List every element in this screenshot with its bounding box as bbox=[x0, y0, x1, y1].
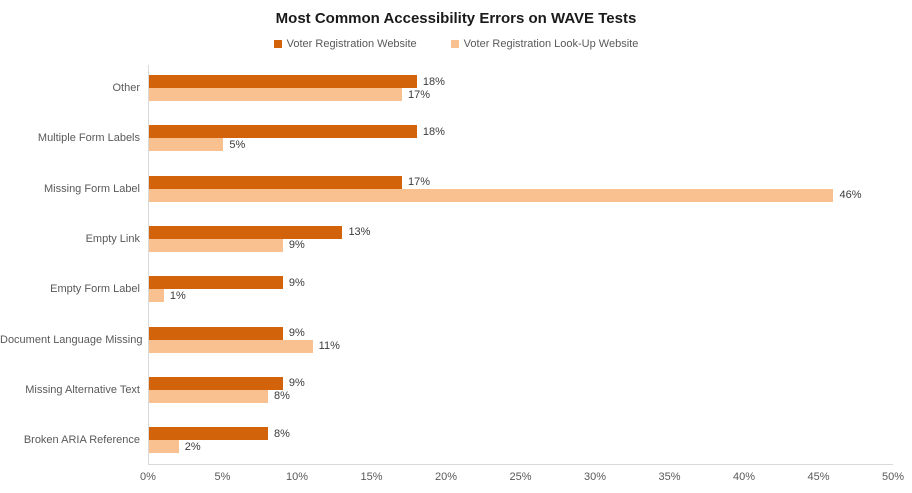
bar-line: 9% bbox=[149, 326, 893, 340]
bar-group: 9% 8% bbox=[149, 376, 893, 403]
bar-primary-series bbox=[149, 427, 269, 441]
category-label: Missing Form Label bbox=[44, 182, 140, 195]
x-axis-tick-label: 0% bbox=[140, 471, 156, 483]
x-axis-tick-label: 35% bbox=[658, 471, 681, 483]
bar-line: 5% bbox=[149, 138, 893, 152]
x-axis-tick-label: 30% bbox=[583, 471, 607, 483]
bar-group: 13% 9% bbox=[149, 225, 893, 252]
legend-item-secondary: Voter Registration Look-Up Website bbox=[450, 38, 639, 50]
category-label: Empty Form Label bbox=[50, 283, 140, 296]
bar-line: 8% bbox=[149, 427, 893, 441]
bar-value-label: 18% bbox=[422, 125, 445, 138]
bar-line: 18% bbox=[149, 75, 893, 88]
category-label: Empty Link bbox=[85, 232, 140, 245]
legend-label-secondary: Voter Registration Look-Up Website bbox=[463, 38, 639, 50]
bar-secondary-series bbox=[149, 138, 224, 152]
legend-item-primary: Voter Registration Website bbox=[273, 38, 417, 50]
bar-value-label: 46% bbox=[839, 189, 862, 202]
legend-swatch-secondary bbox=[450, 40, 459, 48]
bar-value-label: 5% bbox=[229, 138, 246, 151]
bar-value-label: 9% bbox=[288, 377, 305, 390]
category-label: Multiple Form Labels bbox=[37, 132, 140, 145]
x-axis-tick-label: 45% bbox=[807, 471, 830, 483]
bar-line: 9% bbox=[149, 276, 893, 290]
x-axis-tick-label: 10% bbox=[285, 471, 309, 483]
bar-value-label: 8% bbox=[274, 390, 290, 403]
bar-line: 8% bbox=[149, 389, 893, 403]
bar-value-label: 13% bbox=[348, 226, 371, 239]
bar-group: 9% 1% bbox=[149, 276, 893, 303]
bar-line: 9% bbox=[149, 238, 893, 252]
bar-secondary-series bbox=[149, 289, 164, 303]
bar-secondary-series bbox=[149, 339, 313, 353]
bar-secondary-series bbox=[149, 440, 179, 454]
bar-line: 17% bbox=[149, 175, 893, 189]
bar-secondary-series bbox=[149, 188, 834, 202]
bar-primary-series bbox=[149, 326, 283, 340]
x-axis-tick-label: 25% bbox=[509, 471, 532, 483]
bar-value-label: 9% bbox=[288, 327, 305, 339]
x-axis-tick-label: 20% bbox=[434, 471, 458, 483]
bar-line: 13% bbox=[149, 225, 893, 239]
bar-line: 18% bbox=[149, 125, 893, 139]
category-label: Document Language Missing bbox=[0, 333, 143, 346]
legend-label-primary: Voter Registration Website bbox=[286, 38, 417, 50]
bar-secondary-series bbox=[149, 238, 283, 252]
bar-group: 18% 5% bbox=[149, 125, 893, 152]
bar-line: 17% bbox=[149, 88, 893, 101]
category-label: Broken ARIA Reference bbox=[23, 434, 140, 447]
bar-line: 1% bbox=[149, 289, 893, 303]
legend-swatch-primary bbox=[273, 40, 282, 48]
bar-value-label: 11% bbox=[318, 340, 340, 352]
x-axis-tick-label: 15% bbox=[360, 471, 383, 483]
bar-value-label: 9% bbox=[288, 239, 305, 252]
bar-value-label: 17% bbox=[407, 88, 430, 101]
category-label: Other bbox=[112, 82, 140, 94]
bar-group: 18% 17% bbox=[149, 75, 893, 101]
x-axis-tick-label: 40% bbox=[732, 471, 756, 483]
bar-primary-series bbox=[149, 75, 417, 88]
bar-line: 11% bbox=[149, 339, 893, 353]
bar-value-label: 1% bbox=[169, 289, 186, 302]
bar-group: 8% 2% bbox=[149, 427, 893, 454]
category-label: Missing Alternative Text bbox=[25, 383, 140, 396]
bar-secondary-series bbox=[149, 389, 269, 403]
bar-primary-series bbox=[149, 175, 402, 189]
plot-area: 18% 17% 18% 5% 17% 46% 13% 9% 9% 1% 9% 11% 9% 8% 8% 2% bbox=[148, 65, 893, 465]
x-axis-tick-labels: 0% 5% 10% 15% 20% 25% 30% 35% 40% 45% 50% bbox=[140, 471, 904, 487]
bar-primary-series bbox=[149, 376, 283, 390]
bar-value-label: 2% bbox=[184, 440, 201, 453]
legend: Voter Registration Website Voter Registr… bbox=[0, 38, 912, 50]
bar-value-label: 17% bbox=[407, 176, 430, 189]
bar-group: 17% 46% bbox=[149, 175, 893, 202]
bar-value-label: 9% bbox=[288, 276, 305, 289]
bar-line: 9% bbox=[149, 376, 893, 390]
chart-title: Most Common Accessibility Errors on WAVE… bbox=[275, 10, 637, 27]
y-axis-category-labels: Other Multiple Form Labels Missing Form La… bbox=[0, 65, 143, 465]
x-axis-tick-label: 50% bbox=[881, 471, 905, 483]
bar-line: 46% bbox=[149, 188, 893, 202]
bar-secondary-series bbox=[149, 88, 402, 101]
bar-primary-series bbox=[149, 276, 283, 290]
x-axis-tick-label: 5% bbox=[214, 471, 231, 483]
bar-group: 9% 11% bbox=[149, 326, 893, 353]
bar-primary-series bbox=[149, 125, 417, 139]
bar-line: 2% bbox=[149, 440, 893, 454]
bar-primary-series bbox=[149, 225, 343, 239]
bar-value-label: 18% bbox=[422, 75, 445, 88]
bar-value-label: 8% bbox=[274, 427, 290, 440]
